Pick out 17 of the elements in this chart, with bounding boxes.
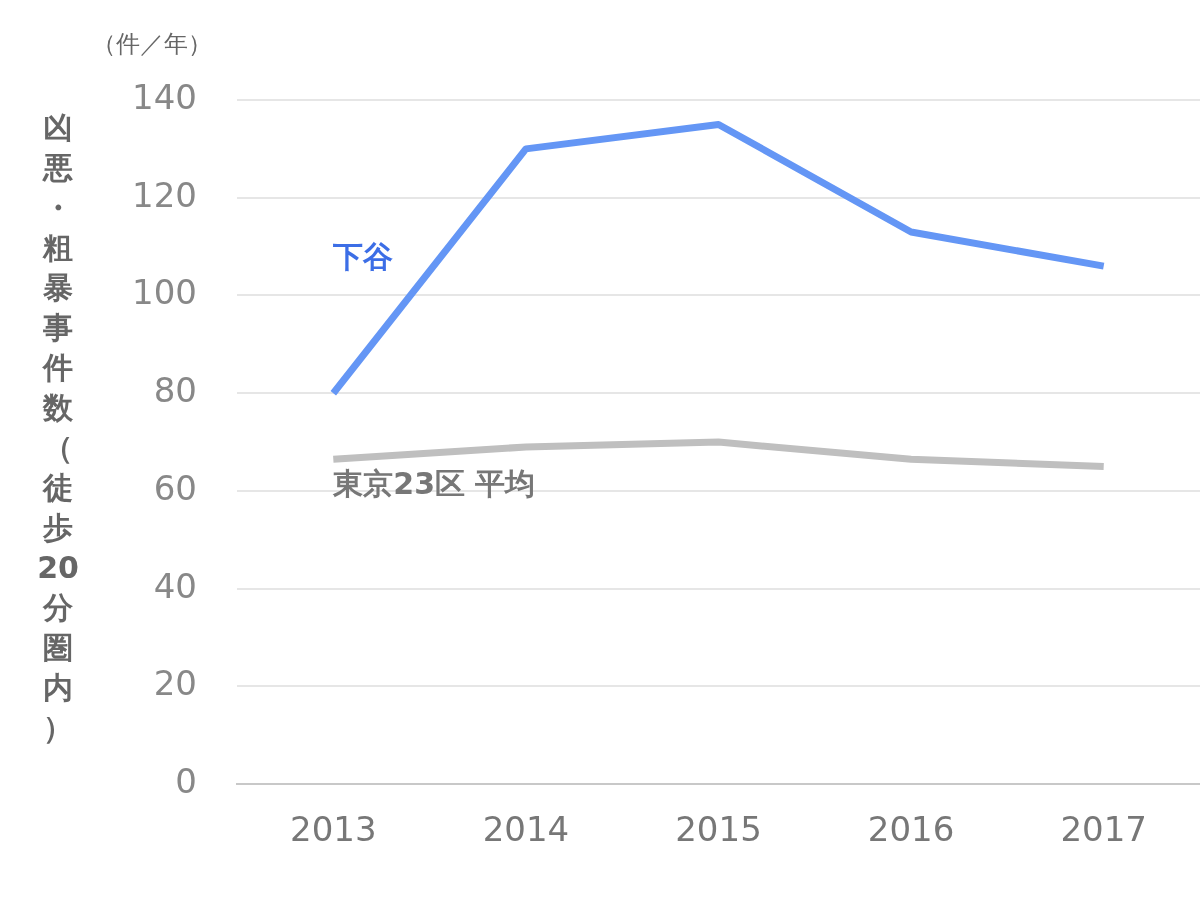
x-tick-label: 2017	[1060, 809, 1147, 850]
y-tick-label: 80	[153, 370, 197, 411]
y-tick-label: 0	[175, 761, 197, 802]
series-label: 東京23区 平均	[332, 466, 536, 501]
y-tick-label: 140	[132, 76, 197, 117]
y-tick-label: 40	[153, 565, 197, 606]
x-tick-label: 2016	[867, 809, 955, 850]
y-tick-label: 100	[132, 272, 197, 313]
x-tick-label: 2015	[675, 809, 762, 850]
text: 凶悪・粗暴事件数（徒歩20分圏内）	[37, 110, 79, 745]
x-tick-label: 2013	[290, 809, 377, 850]
x-tick-label: 2014	[482, 809, 570, 850]
series-label: 下谷	[332, 238, 394, 274]
y-tick-label: 120	[132, 174, 197, 215]
text: （件／年）	[92, 29, 212, 60]
y-tick-label: 20	[153, 663, 197, 704]
y-tick-label: 60	[153, 467, 197, 508]
